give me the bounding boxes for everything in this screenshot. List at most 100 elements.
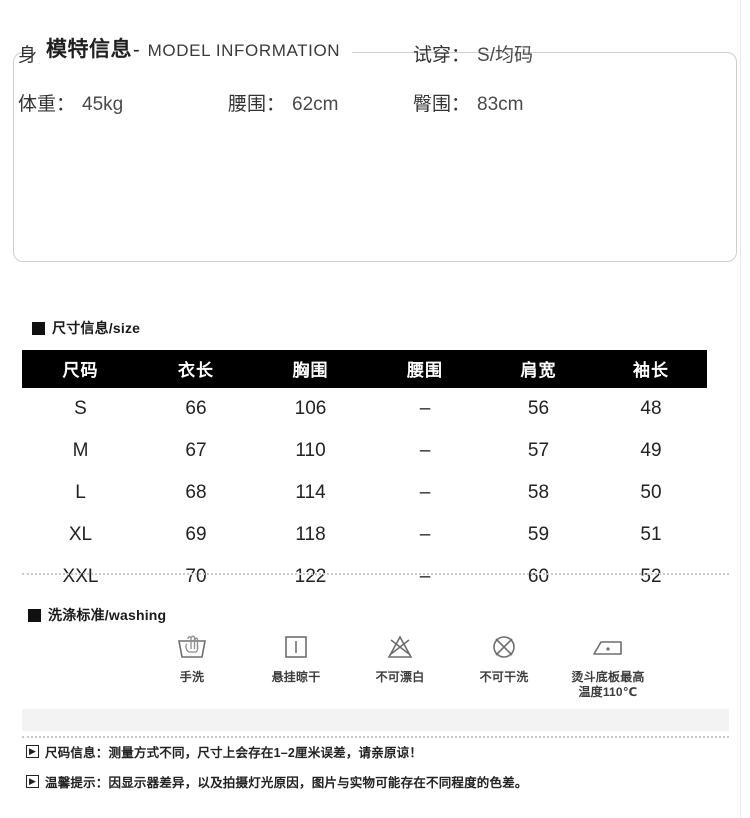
cell-sleeve: 52 <box>595 556 707 598</box>
washing-care-label: 手洗 <box>179 670 205 684</box>
table-row: XXL 70 122 – 60 52 <box>22 556 707 598</box>
model-info-value: 83cm <box>477 94 524 115</box>
cell-length: 70 <box>139 556 253 598</box>
washing-care-label: 烫斗底板最高 温度110℃ <box>571 670 644 700</box>
model-information-panel <box>13 52 737 262</box>
column-header-waist: 腰围 <box>368 350 482 388</box>
size-section-title-text: 尺寸信息/size <box>52 320 141 336</box>
table-row: M 67 110 – 57 49 <box>22 430 707 472</box>
model-info-try-on-size: 试穿 ： S/均码 <box>413 40 613 67</box>
table-row: L 68 114 – 58 50 <box>22 472 707 514</box>
washing-care-label-line2: 温度110℃ <box>578 685 638 699</box>
line-dry-icon <box>281 630 311 664</box>
legend-dash: - <box>133 39 140 61</box>
model-info-label: 试穿 <box>413 45 452 66</box>
column-header-size: 尺码 <box>22 350 139 388</box>
do-not-bleach-icon <box>384 630 416 664</box>
model-info-waist: 腰围 ： 62cm <box>228 89 413 116</box>
washing-section-title: 洗涤标准/washing <box>28 605 166 625</box>
washing-care-item-no-bleach: 不可漂白 <box>348 630 452 685</box>
washing-care-item-no-dry-clean: 不可干洗 <box>452 630 556 685</box>
cell-waist: – <box>368 472 482 514</box>
cell-bust: 114 <box>253 472 368 514</box>
page-edge-line <box>740 0 741 818</box>
cell-bust: 106 <box>253 388 368 430</box>
cell-shoulder: 58 <box>482 472 595 514</box>
cell-size: XXL <box>22 556 139 598</box>
column-header-sleeve: 袖长 <box>595 350 707 388</box>
model-info-colon: ： <box>266 94 286 115</box>
cell-size: L <box>22 472 139 514</box>
washing-care-label: 不可干洗 <box>479 670 529 684</box>
cell-length: 67 <box>139 430 253 472</box>
cell-waist: – <box>368 556 482 598</box>
size-table: 尺码 衣长 胸围 腰围 肩宽 袖长 S 66 106 – 56 48 M 67 … <box>22 350 707 598</box>
note-text: 尺码信息：测量方式不同，尺寸上会存在1–2厘米误差，请亲原谅！ <box>45 746 423 760</box>
model-information-legend: 模特信息 - MODEL INFORMATION <box>36 33 353 63</box>
cell-sleeve: 50 <box>595 472 707 514</box>
model-info-hip: 臀围 ： 83cm <box>413 89 613 116</box>
washing-care-label: 不可漂白 <box>375 670 425 684</box>
cell-bust: 118 <box>253 514 368 556</box>
cell-bust: 122 <box>253 556 368 598</box>
iron-low-heat-icon <box>590 630 626 664</box>
washing-care-icons: 手洗 悬挂晾干 不可漂白 <box>140 630 660 700</box>
note-text: 温馨提示：因显示器差异，以及拍摄灯光原因，图片与实物可能存在不同程度的色差。 <box>45 776 528 790</box>
cell-shoulder: 60 <box>482 556 595 598</box>
legend-title-en: MODEL INFORMATION <box>147 41 341 60</box>
model-info-value: 45kg <box>82 94 124 115</box>
do-not-dry-clean-icon <box>489 630 519 664</box>
washing-care-label-line1: 烫斗底板最高 <box>571 670 645 684</box>
column-header-shoulder: 肩宽 <box>482 350 595 388</box>
model-info-label: 臀围 <box>413 94 452 115</box>
cell-shoulder: 59 <box>482 514 595 556</box>
table-row: XL 69 118 – 59 51 <box>22 514 707 556</box>
notes-section: ▶ 尺码信息：测量方式不同，尺寸上会存在1–2厘米误差，请亲原谅！ ▶ 温馨提示… <box>26 742 726 802</box>
washing-care-item-iron-low-heat: 烫斗底板最高 温度110℃ <box>556 630 660 700</box>
cell-bust: 110 <box>253 430 368 472</box>
table-row: S 66 106 – 56 48 <box>22 388 707 430</box>
model-info-weight: 体重 ： 45kg <box>18 89 228 116</box>
note-size-information: ▶ 尺码信息：测量方式不同，尺寸上会存在1–2厘米误差，请亲原谅！ <box>26 742 726 761</box>
cell-waist: – <box>368 388 482 430</box>
grey-separator-band <box>22 709 729 731</box>
cell-length: 69 <box>139 514 253 556</box>
cell-sleeve: 49 <box>595 430 707 472</box>
cell-sleeve: 51 <box>595 514 707 556</box>
cell-size: S <box>22 388 139 430</box>
column-header-length: 衣长 <box>139 350 253 388</box>
size-table-header-row: 尺码 衣长 胸围 腰围 肩宽 袖长 <box>22 350 707 388</box>
cell-shoulder: 56 <box>482 388 595 430</box>
column-header-bust: 胸围 <box>253 350 368 388</box>
cell-size: XL <box>22 514 139 556</box>
model-info-value: S/均码 <box>477 45 533 66</box>
note-color-disclaimer: ▶ 温馨提示：因显示器差异，以及拍摄灯光原因，图片与实物可能存在不同程度的色差。 <box>26 772 726 791</box>
cell-waist: – <box>368 514 482 556</box>
square-bullet-icon <box>28 608 41 622</box>
cell-shoulder: 57 <box>482 430 595 472</box>
triangle-marker-icon: ▶ <box>26 775 39 788</box>
cell-waist: – <box>368 430 482 472</box>
cell-length: 66 <box>139 388 253 430</box>
legend-title-cn: 模特信息 <box>46 38 132 61</box>
washing-section-title-text: 洗涤标准/washing <box>48 607 167 623</box>
washing-care-item-line-dry: 悬挂晾干 <box>244 630 348 685</box>
divider-below-size-table <box>22 573 729 575</box>
model-info-label: 腰围 <box>228 94 267 115</box>
cell-sleeve: 48 <box>595 388 707 430</box>
model-info-colon: ： <box>56 94 76 115</box>
triangle-marker-icon: ▶ <box>26 745 39 758</box>
model-info-row: 体重 ： 45kg 腰围 ： 62cm 臀围 ： 83cm <box>18 89 708 116</box>
washing-care-label: 悬挂晾干 <box>271 670 321 684</box>
cell-length: 68 <box>139 472 253 514</box>
model-info-label: 体重 <box>18 94 57 115</box>
cell-size: M <box>22 430 139 472</box>
model-info-colon: ： <box>451 94 471 115</box>
square-bullet-icon <box>32 321 45 335</box>
model-info-value: 62cm <box>292 94 339 115</box>
divider-above-notes <box>22 736 729 738</box>
hand-wash-icon <box>176 630 208 664</box>
model-info-colon: ： <box>451 45 471 66</box>
size-section-title: 尺寸信息/size <box>32 318 140 338</box>
